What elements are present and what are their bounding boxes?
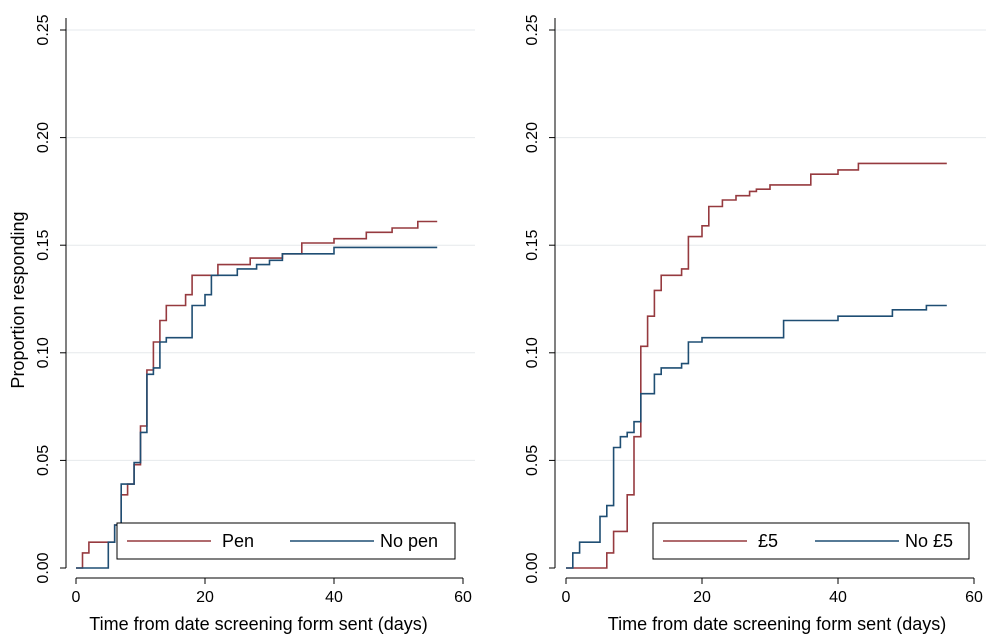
y-tick-label: 0.15: [35, 230, 52, 261]
legend: Pen No pen: [116, 522, 456, 560]
x-axis-title: Time from date screening form sent (days…: [608, 614, 946, 634]
y-tick-label: 0.10: [524, 337, 541, 368]
y-tick-label: 0.10: [35, 337, 52, 368]
x-tick-label: 60: [454, 589, 472, 606]
legend-label: No pen: [380, 531, 438, 551]
x-tick-label: 0: [562, 589, 571, 606]
x-tick-label: 40: [325, 589, 343, 606]
panel-left: 0.00 0.05 0.10 0.15 0.20 0.25 0 20 40 60 Time from…: [8, 14, 475, 634]
y-tick-label: 0.25: [524, 14, 541, 45]
y-tick-label: 0.00: [524, 552, 541, 583]
y-axis-title: Proportion responding: [8, 211, 28, 388]
legend-label: Pen: [222, 531, 254, 551]
series-line-control: [76, 246, 438, 569]
y-tick-label: 0.00: [35, 552, 52, 583]
x-tick-label: 40: [829, 589, 847, 606]
y-tick-label: 0.15: [524, 230, 541, 261]
series-line-control: [566, 304, 947, 569]
x-tick-label: 20: [693, 589, 711, 606]
legend-label: £5: [758, 531, 778, 551]
y-tick-label: 0.25: [35, 14, 52, 45]
y-tick-label: 0.20: [35, 122, 52, 153]
x-axis-title: Time from date screening form sent (days…: [89, 614, 427, 634]
series-line-treatment: [76, 220, 438, 569]
legend-label: No £5: [905, 531, 953, 551]
x-tick-label: 20: [196, 589, 214, 606]
legend: £5 No £5: [652, 522, 970, 560]
x-tick-label: 0: [72, 589, 81, 606]
x-tick-label: 60: [965, 589, 983, 606]
panel-right: 0.00 0.05 0.10 0.15 0.20 0.25 0 20 40 60 Time from…: [524, 14, 986, 634]
y-tick-label: 0.05: [524, 445, 541, 476]
y-tick-label: 0.05: [35, 445, 52, 476]
y-tick-label: 0.20: [524, 122, 541, 153]
series-line-treatment: [566, 162, 947, 569]
